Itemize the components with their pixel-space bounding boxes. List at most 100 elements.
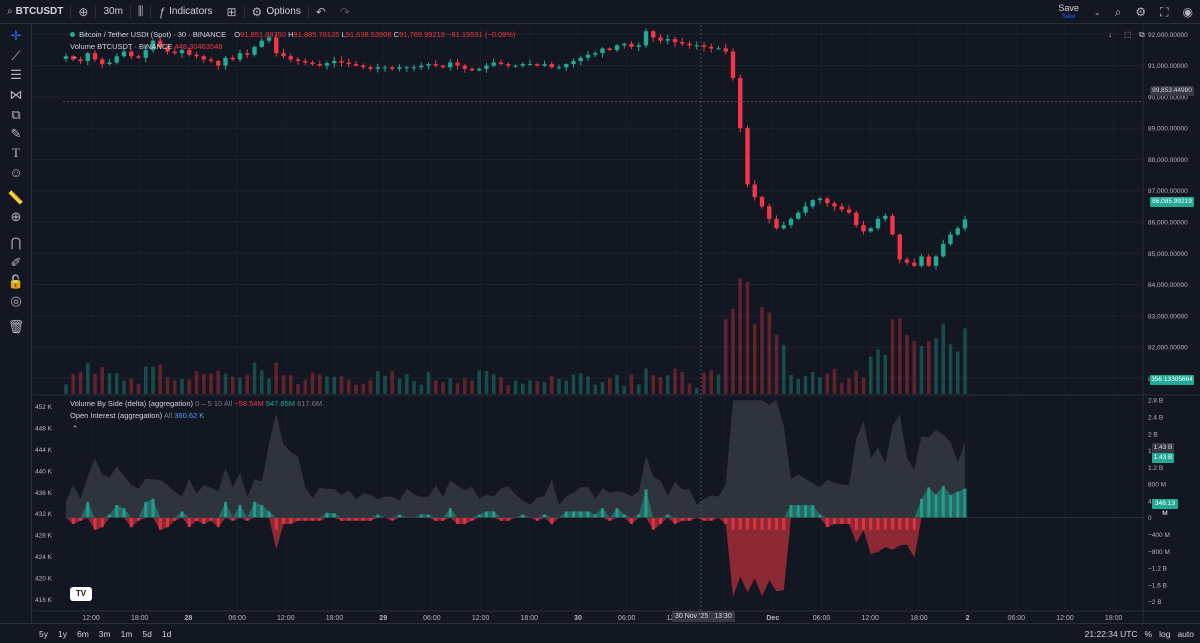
delta-bar <box>920 498 923 518</box>
log-toggle[interactable]: log <box>1159 629 1171 639</box>
text-tool[interactable]: T <box>6 144 26 162</box>
settings-button[interactable]: ⚙ <box>1128 0 1153 24</box>
collapse-legend-button[interactable]: ⌃ <box>72 55 78 64</box>
range-6m[interactable]: 6m <box>76 628 89 639</box>
delta-tick-label: 800 M <box>1148 482 1166 489</box>
magnet-tool[interactable]: ⋂ <box>6 234 26 252</box>
candle-body <box>672 39 678 43</box>
compare-button[interactable]: ⊕ <box>71 0 95 24</box>
range-5y[interactable]: 5y <box>39 628 48 639</box>
interval-button[interactable]: 30m <box>103 6 123 17</box>
delta-bar <box>898 517 902 530</box>
clock[interactable]: 21:22:34 UTC <box>1084 629 1138 639</box>
candle-body <box>912 262 917 266</box>
collapse-lower-legend-button[interactable]: ⌃ <box>72 424 78 433</box>
prediction-tool[interactable]: ⧉ <box>6 106 26 124</box>
undo-button[interactable]: ↶ <box>309 0 333 24</box>
volume-bar <box>209 373 213 394</box>
stay-drawing-tool[interactable]: ✐ <box>6 254 26 272</box>
pane-maximize-button[interactable]: ⬚ <box>1124 30 1132 39</box>
crosshair <box>63 25 1143 611</box>
crosshair-tool[interactable]: ✛ <box>6 27 26 45</box>
quick-search-button[interactable]: ⌕ <box>1108 0 1129 24</box>
remove-tool[interactable]: 🗑 <box>6 318 26 336</box>
symbol-search[interactable]: ⌕ BTCUSDT <box>0 0 70 24</box>
hide-tool[interactable]: ◎ <box>6 292 26 310</box>
candle-body <box>121 51 127 57</box>
volume-bar <box>760 306 764 394</box>
drawing-toolbar: ✛ ⟋ ☰ ⋈ ⧉ ✎ T ☺ 📏 ⊕ ⋂ ✐ 🔓 ◎ 🗑 <box>0 24 32 623</box>
zoom-tool[interactable]: ⊕ <box>6 208 26 226</box>
range-5d[interactable]: 5d <box>142 628 152 639</box>
range-1m[interactable]: 1m <box>120 628 133 639</box>
delta-bar <box>709 517 713 521</box>
chart-canvas[interactable]: 92,000.00000 91,000.00000 90,000.00000 89,0… <box>33 25 1200 623</box>
chart-type-button[interactable]: ⫼ <box>131 0 151 24</box>
snapshot-button[interactable]: ◉ <box>1176 0 1200 24</box>
pattern-tool[interactable]: ⋈ <box>6 86 26 104</box>
pattern-icon: ⋈ <box>9 87 23 102</box>
delta-bar <box>644 489 648 518</box>
volume-bar <box>346 379 351 394</box>
delta-bar <box>267 511 271 518</box>
redo-button[interactable]: ↷ <box>333 0 357 24</box>
trendline-icon: ⟋ <box>11 48 21 63</box>
candle-body <box>433 64 438 66</box>
volume-bar <box>535 381 540 394</box>
emoji-tool[interactable]: ☺ <box>6 163 26 181</box>
volume-bar <box>274 362 279 394</box>
candle-body <box>513 65 518 67</box>
options-button[interactable]: ⚙ Options <box>245 0 308 24</box>
pane-collapse-button[interactable]: ⧉ <box>1139 30 1145 40</box>
oi-tick-label: 440 K <box>35 468 53 475</box>
delta-tick-label: 2.8 B <box>1148 398 1163 405</box>
fib-tool[interactable]: ☰ <box>6 66 26 84</box>
candle-body <box>216 60 221 66</box>
tradingview-logo[interactable]: TV <box>70 587 92 601</box>
pane-move-down-button[interactable]: ↓ <box>1108 30 1112 39</box>
lock-tool[interactable]: 🔓 <box>6 273 26 291</box>
delta-bar <box>216 517 220 528</box>
price-tick-label: 82,000.00000 <box>1148 345 1188 352</box>
delta-bar <box>158 517 162 530</box>
candle-body <box>266 37 272 41</box>
volume-bar <box>702 372 706 394</box>
volume-bar <box>491 374 496 394</box>
candle-body <box>933 256 939 266</box>
delta-bar <box>833 517 836 524</box>
candle-body <box>709 46 714 49</box>
delta-bar <box>673 517 677 524</box>
volume-bar <box>629 374 634 394</box>
save-button[interactable]: Save Save <box>1050 4 1087 21</box>
symbol-status-dot <box>70 32 75 37</box>
delta-bar <box>789 505 793 518</box>
delta-bar <box>767 517 771 530</box>
candle-body <box>165 46 170 52</box>
crosshair-price-label: 89,853.44980 <box>1150 86 1194 96</box>
save-menu-button[interactable]: ⌄ <box>1087 0 1108 24</box>
range-1y[interactable]: 1y <box>57 628 67 639</box>
delta-bar <box>775 517 778 530</box>
delta-bar <box>325 512 329 518</box>
candle-body <box>498 62 504 65</box>
crosshair-time-label: 30 Nov '25 13:30 <box>672 611 735 622</box>
range-1d[interactable]: 1d <box>161 628 172 639</box>
vbs-value-3: 617.6M <box>297 399 323 408</box>
delta-bar <box>818 514 822 518</box>
indicators-button[interactable]: ƒ Indicators <box>151 0 219 24</box>
percent-toggle[interactable]: % <box>1144 629 1153 639</box>
candle-body <box>854 212 859 226</box>
fullscreen-button[interactable]: ⛶ <box>1153 0 1175 24</box>
delta-bar <box>949 494 952 518</box>
delta-tick-label: −2 B <box>1148 599 1162 606</box>
candle-body <box>71 56 76 60</box>
range-3m[interactable]: 3m <box>98 628 111 639</box>
templates-button[interactable]: ⊞ <box>219 0 243 24</box>
delta-bar <box>361 517 365 521</box>
candle-body <box>955 228 960 235</box>
candle-body <box>448 62 453 68</box>
brush-tool[interactable]: ✎ <box>6 125 26 143</box>
trendline-tool[interactable]: ⟋ <box>6 47 26 65</box>
measure-tool[interactable]: 📏 <box>6 189 26 207</box>
auto-toggle[interactable]: auto <box>1177 629 1194 639</box>
